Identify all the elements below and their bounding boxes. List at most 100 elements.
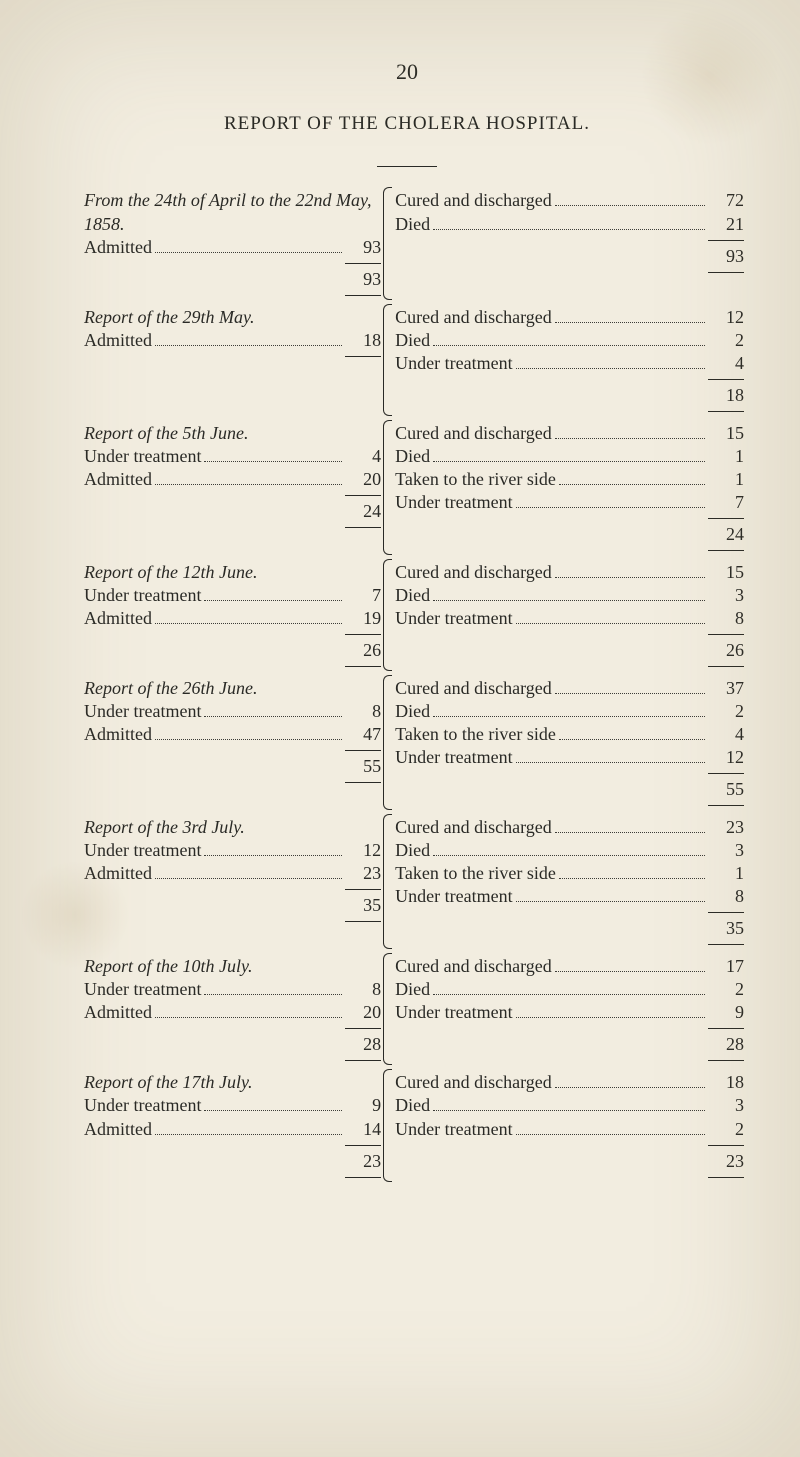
total-block: 24 [395, 518, 744, 551]
total-block [84, 356, 381, 357]
leader-dots [155, 1134, 342, 1135]
total-block: 55 [395, 773, 744, 806]
right-value: 2 [708, 978, 744, 1001]
total-rule-top [345, 889, 381, 890]
leader-dots [433, 994, 705, 995]
right-label: Under treatment [395, 1118, 512, 1141]
leader-dots [516, 507, 705, 508]
right-line: Under treatment7 [395, 491, 744, 514]
leader-dots [555, 1087, 705, 1088]
left-value: 9 [345, 1094, 381, 1117]
leader-dots [204, 461, 342, 462]
right-value: 1 [708, 445, 744, 468]
total-rule-bottom [345, 1060, 381, 1061]
right-line: Cured and discharged 12 [395, 306, 744, 329]
leader-dots [559, 484, 705, 485]
left-label: Admitted [84, 1001, 152, 1024]
right-line: Under treatment4 [395, 352, 744, 375]
total-value: 28 [395, 1033, 744, 1056]
section-heading: Report of the 17th July. [84, 1071, 381, 1094]
section-heading: Report of the 3rd July. [84, 816, 381, 839]
report-row: From the 24th of April to the 22nd May, … [84, 185, 730, 301]
total-rule-top [708, 240, 744, 241]
total-rule-bottom [345, 295, 381, 296]
leader-dots [433, 229, 705, 230]
left-column: Report of the 17th July.Under treatment 9… [84, 1067, 381, 1183]
total-block: 24 [84, 495, 381, 528]
left-label: Under treatment [84, 700, 201, 723]
right-line: Died1 [395, 445, 744, 468]
report-row: Report of the 29th May.Admitted18Cured a… [84, 302, 730, 418]
leader-dots [433, 600, 705, 601]
left-value: 12 [345, 839, 381, 862]
right-line: Cured and discharged72 [395, 189, 744, 212]
left-label: Under treatment [84, 1094, 201, 1117]
right-line: Taken to the river side4 [395, 723, 744, 746]
left-column: Report of the 10th July.Under treatment8… [84, 951, 381, 1067]
right-value: 3 [708, 584, 744, 607]
total-block: 23 [84, 1145, 381, 1178]
leader-dots [559, 739, 705, 740]
right-label: Cured and discharged [395, 677, 552, 700]
leader-dots [516, 623, 705, 624]
right-value: 17 [708, 955, 744, 978]
total-rule-top [708, 912, 744, 913]
right-label: Died [395, 839, 430, 862]
leader-dots [155, 252, 342, 253]
left-line: Admitted19 [84, 607, 381, 630]
right-line: Cured and discharged18 [395, 1071, 744, 1094]
leader-dots [516, 1134, 705, 1135]
total-block: 26 [84, 634, 381, 667]
right-value: 15 [708, 561, 744, 584]
leader-dots [555, 693, 705, 694]
total-value: 93 [84, 268, 381, 291]
left-value: 20 [345, 468, 381, 491]
left-line: Admitted47 [84, 723, 381, 746]
right-value: 72 [708, 189, 744, 212]
right-column: Cured and discharged72Died2193 [381, 185, 744, 301]
right-value: 37 [708, 677, 744, 700]
total-value: 24 [84, 500, 381, 523]
total-rule-top [708, 379, 744, 380]
leader-dots [204, 600, 342, 601]
right-label: Died [395, 978, 430, 1001]
total-block: 93 [84, 263, 381, 296]
right-value: 12 [708, 306, 744, 329]
section-heading: Report of the 29th May. [84, 306, 381, 329]
leader-dots [155, 878, 342, 879]
total-rule-bottom [345, 782, 381, 783]
right-line: Died 2 [395, 978, 744, 1001]
right-label: Under treatment [395, 885, 512, 908]
right-line: Taken to the river side1 [395, 468, 744, 491]
leader-dots [516, 901, 705, 902]
total-block: 35 [395, 912, 744, 945]
total-value: 23 [395, 1150, 744, 1173]
right-column: Cured and discharged15Died3Under treatme… [381, 557, 744, 673]
section-heading: Report of the 5th June. [84, 422, 381, 445]
right-label: Under treatment [395, 352, 512, 375]
page-number: 20 [84, 58, 730, 86]
right-label: Under treatment [395, 1001, 512, 1024]
left-value: 20 [345, 1001, 381, 1024]
right-label: Died [395, 329, 430, 352]
report-row: Report of the 26th June.Under treatment8… [84, 673, 730, 812]
leader-dots [433, 345, 705, 346]
leader-dots [516, 368, 705, 369]
total-rule-bottom [708, 944, 744, 945]
left-label: Admitted [84, 329, 152, 352]
total-block: 35 [84, 889, 381, 922]
total-rule-top [345, 1145, 381, 1146]
right-label: Cured and discharged [395, 306, 552, 329]
total-rule-top [708, 773, 744, 774]
total-block: 28 [395, 1028, 744, 1061]
total-value: 24 [395, 523, 744, 546]
left-line: Under treatment8 [84, 700, 381, 723]
total-rule-bottom [345, 1177, 381, 1178]
left-line: Admitted14 [84, 1118, 381, 1141]
leader-dots [155, 484, 342, 485]
total-rule-top [345, 634, 381, 635]
right-column: Cured and discharged15Died1Taken to the … [381, 418, 744, 557]
total-rule-bottom [708, 411, 744, 412]
total-block: 18 [395, 379, 744, 412]
right-value: 9 [708, 1001, 744, 1024]
